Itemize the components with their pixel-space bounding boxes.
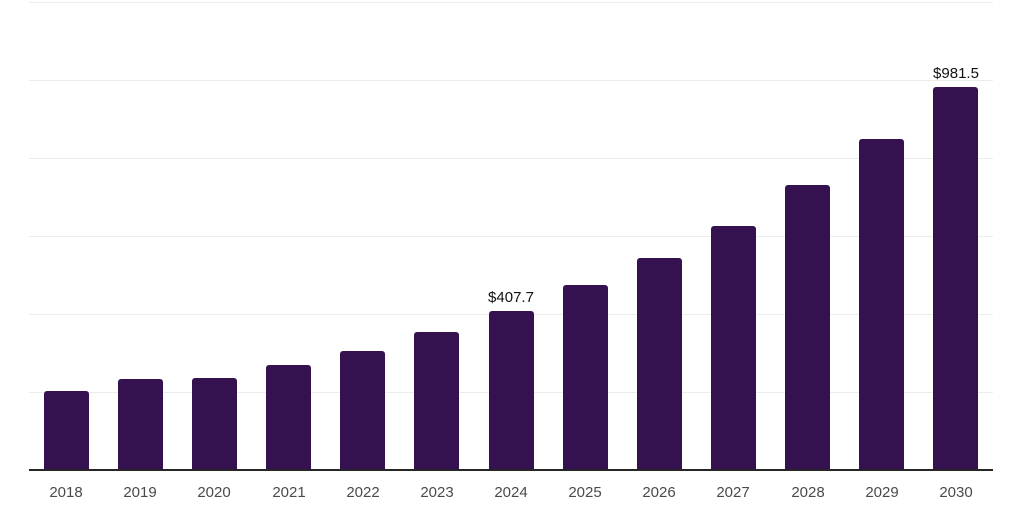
x-tick-label-2024: 2024: [494, 484, 528, 501]
gridline-600: [29, 236, 993, 237]
bar-2019[interactable]: [118, 379, 163, 470]
x-axis-line: [29, 469, 993, 471]
bar-value-label-2024: $407.7: [488, 289, 534, 306]
gridline-1000: [29, 80, 993, 81]
bar-2023[interactable]: [414, 332, 459, 470]
x-tick-label-2022: 2022: [346, 484, 380, 501]
bar-2026[interactable]: [637, 258, 682, 470]
bar-2027[interactable]: [711, 226, 756, 470]
bar-2018[interactable]: [44, 391, 89, 470]
x-tick-label-2026: 2026: [642, 484, 676, 501]
x-tick-label-2021: 2021: [272, 484, 306, 501]
bar-2030[interactable]: [933, 87, 978, 470]
x-tick-label-2025: 2025: [568, 484, 602, 501]
x-tick-label-2028: 2028: [791, 484, 825, 501]
bar-2022[interactable]: [340, 351, 385, 470]
x-tick-label-2023: 2023: [420, 484, 454, 501]
bar-2020[interactable]: [192, 378, 237, 470]
x-tick-label-2027: 2027: [716, 484, 750, 501]
bar-2024[interactable]: [489, 311, 534, 470]
bar-2028[interactable]: [785, 185, 830, 470]
gridline-1200: [29, 2, 993, 3]
x-tick-label-2020: 2020: [197, 484, 231, 501]
x-tick-label-2029: 2029: [865, 484, 899, 501]
x-tick-label-2019: 2019: [123, 484, 157, 501]
bar-2021[interactable]: [266, 365, 311, 470]
gridline-800: [29, 158, 993, 159]
bar-2025[interactable]: [563, 285, 608, 470]
bar-value-label-2030: $981.5: [933, 65, 979, 82]
x-tick-label-2030: 2030: [939, 484, 973, 501]
x-tick-label-2018: 2018: [49, 484, 83, 501]
bar-2029[interactable]: [859, 139, 904, 470]
